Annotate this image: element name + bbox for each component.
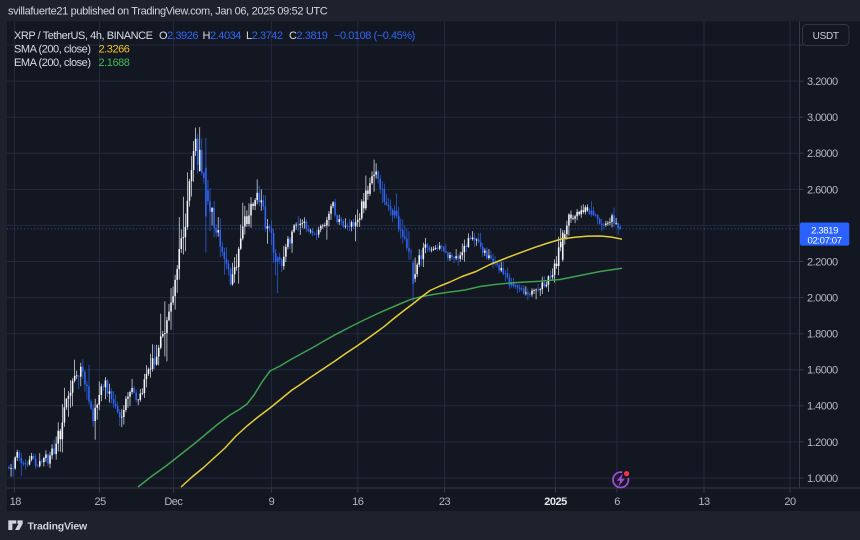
svg-text:−0.0108 (−0.45%): −0.0108 (−0.45%) [334,30,415,42]
svg-text:9: 9 [269,496,275,508]
svg-text:1.4000: 1.4000 [807,401,838,413]
svg-text:1.0000: 1.0000 [807,473,838,485]
svg-text:1.2000: 1.2000 [807,437,838,449]
svg-text:25: 25 [94,496,106,508]
svg-text:13: 13 [698,496,710,508]
svg-text:1.6000: 1.6000 [807,365,838,377]
svg-text:TradingView: TradingView [28,521,88,533]
svg-text:USDT: USDT [813,31,839,42]
svg-text:svillafuerte21 published on Tr: svillafuerte21 published on TradingView.… [8,6,328,18]
svg-text:18: 18 [10,496,22,508]
svg-text:23: 23 [439,496,451,508]
svg-text:O2.3926: O2.3926 [159,30,198,42]
svg-text:2.6000: 2.6000 [807,184,838,196]
svg-text:20: 20 [784,496,796,508]
svg-text:16: 16 [352,496,364,508]
svg-text:XRP / TetherUS, 4h, BINANCE: XRP / TetherUS, 4h, BINANCE [14,30,153,42]
svg-text:2.1688: 2.1688 [99,57,130,69]
svg-text:H2.4034: H2.4034 [203,30,242,42]
svg-text:3.0000: 3.0000 [807,112,838,124]
svg-text:2.0000: 2.0000 [807,293,838,305]
svg-text:6: 6 [614,496,620,508]
svg-text:02:07:07: 02:07:07 [808,236,842,247]
svg-text:1.8000: 1.8000 [807,329,838,341]
svg-text:2025: 2025 [544,496,567,508]
svg-text:C2.3819: C2.3819 [289,30,328,42]
svg-text:2.8000: 2.8000 [807,148,838,160]
svg-text:3.2000: 3.2000 [807,76,838,88]
svg-text:2.3819: 2.3819 [811,225,838,236]
svg-text:Dec: Dec [164,496,183,508]
svg-text:2.3266: 2.3266 [99,44,130,56]
svg-text:L2.3742: L2.3742 [246,30,283,42]
svg-text:EMA (200, close): EMA (200, close) [14,57,91,69]
svg-text:SMA (200, close): SMA (200, close) [14,44,91,56]
svg-text:2.2000: 2.2000 [807,256,838,268]
